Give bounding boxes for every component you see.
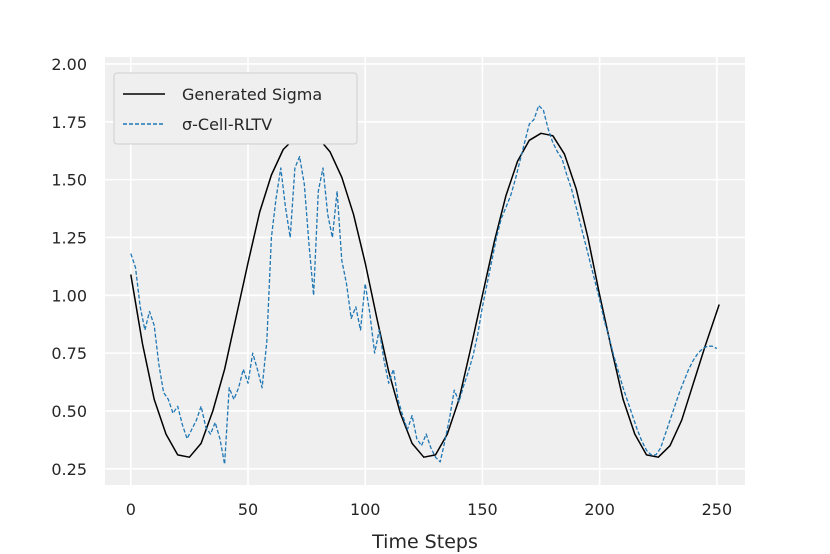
- legend: Generated Sigma σ-Cell-RLTV: [113, 72, 358, 145]
- legend-box: [113, 72, 358, 145]
- y-tick-label: 1.75: [51, 113, 87, 132]
- x-tick-label: 100: [350, 500, 381, 519]
- series-line-sigma-cell-rltv: [130, 104, 718, 465]
- y-tick-label: 0.25: [51, 460, 87, 479]
- y-tick-label: 0.75: [51, 344, 87, 363]
- legend-label-sigma-cell-rltv: σ-Cell-RLTV: [182, 115, 272, 134]
- x-axis-label: Time Steps: [371, 531, 478, 553]
- legend-label-generated-sigma: Generated Sigma: [182, 85, 322, 104]
- x-tick-label: 50: [238, 500, 258, 519]
- series-line-generated-sigma: [130, 132, 720, 458]
- x-tick-label: 200: [584, 500, 615, 519]
- y-tick-label: 1.00: [51, 286, 87, 305]
- y-tick-label: 1.25: [51, 228, 87, 247]
- grid-lines: [105, 57, 745, 485]
- x-tick-label: 150: [467, 500, 498, 519]
- series-lines: [130, 104, 720, 465]
- x-tick-label: 250: [702, 500, 733, 519]
- x-tick-label: 0: [126, 500, 136, 519]
- y-tick-label: 1.50: [51, 171, 87, 190]
- y-tick-label: 0.50: [51, 402, 87, 421]
- y-tick-label: 2.00: [51, 55, 87, 74]
- tick-labels: 0 50 100 150 200 250 0.25 0.50 0.75 1.00 1.25 1.50 1…: [51, 55, 732, 519]
